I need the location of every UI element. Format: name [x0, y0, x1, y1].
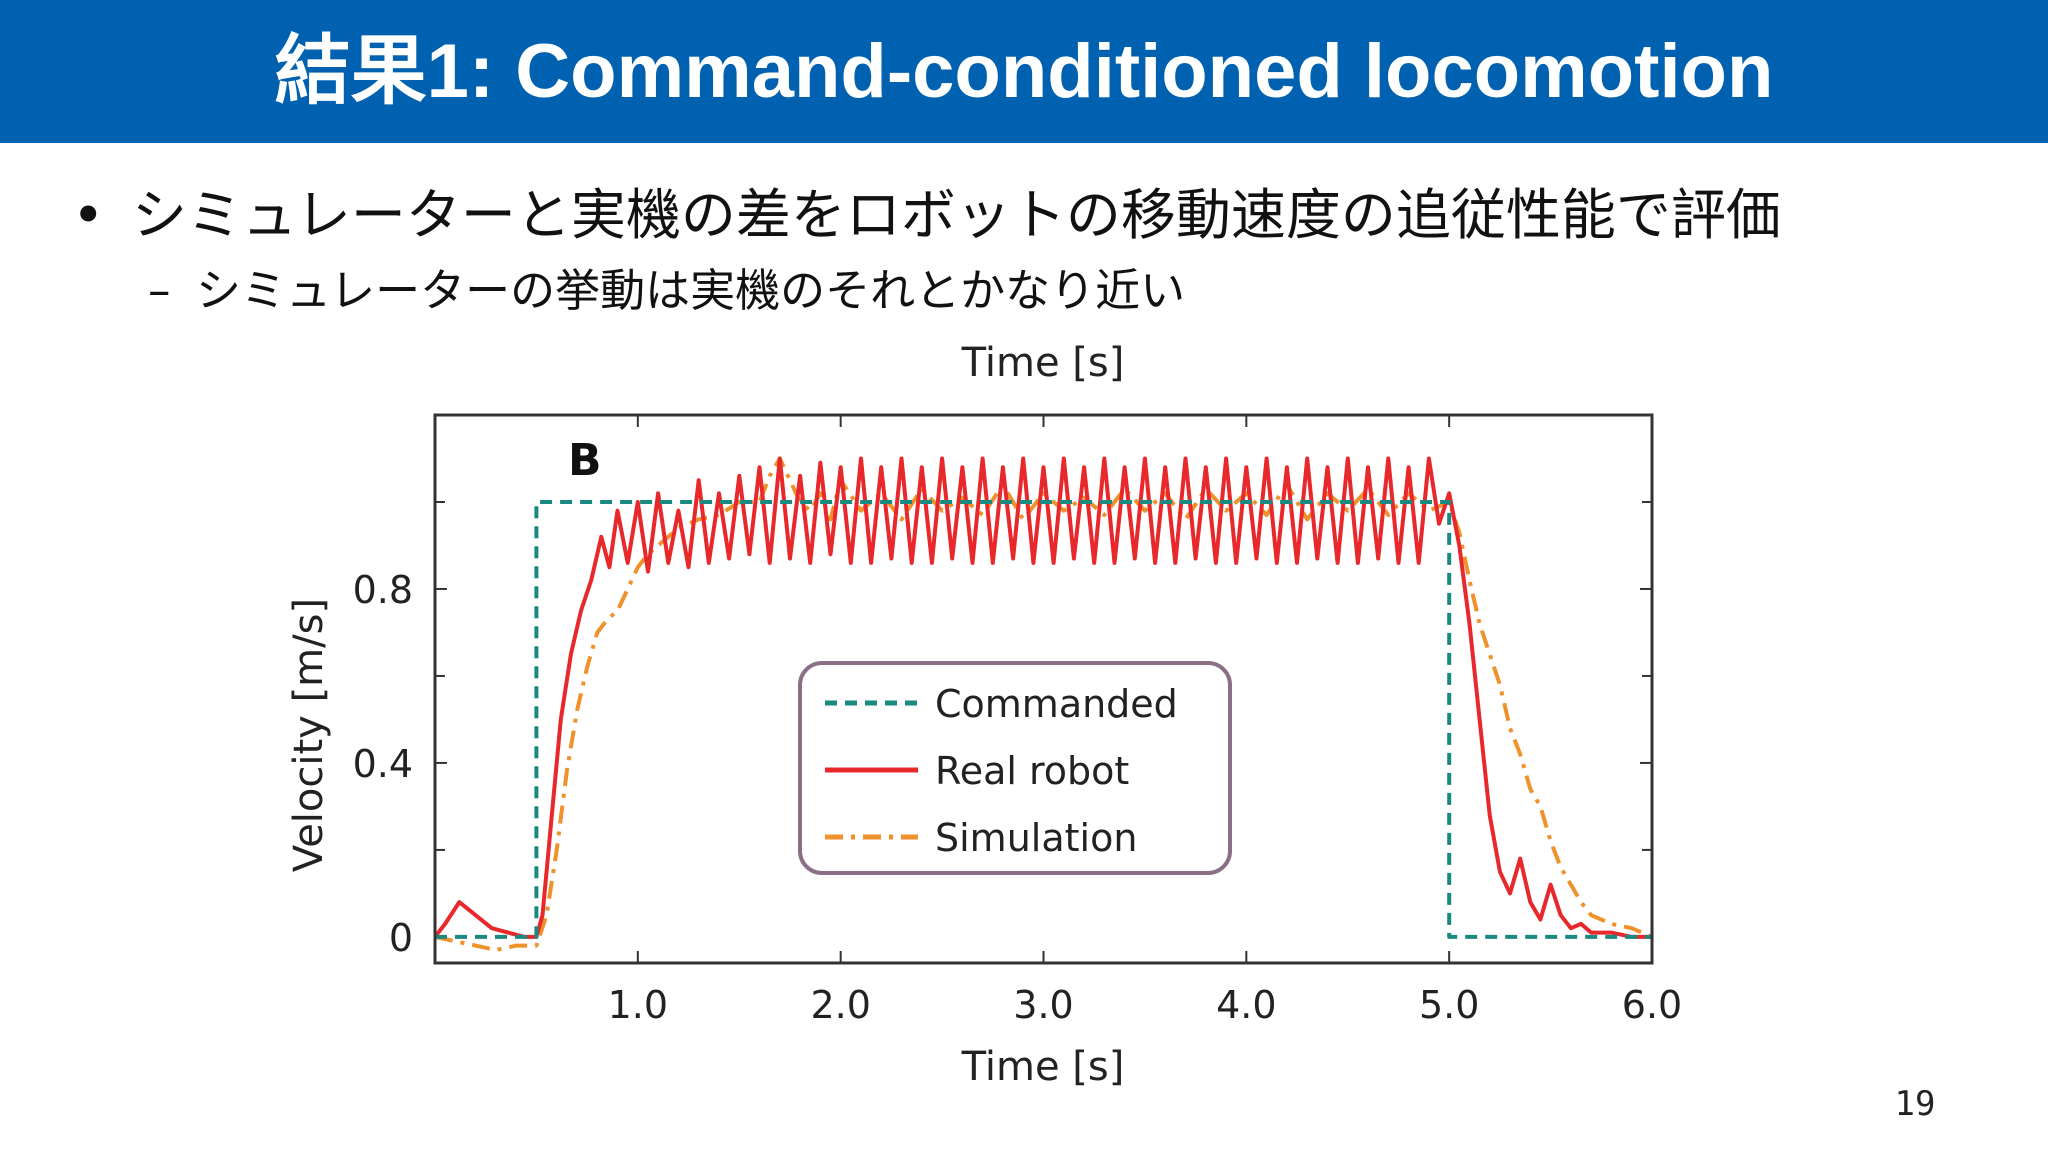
axis-ticks: 1.0 2.0 3.0 4.0 5.0 6.0 0 0.4 0.8: [353, 415, 1682, 1027]
sub-bullet-item: – シミュレーターの挙動は実機のそれとかなり近い: [148, 262, 1185, 320]
y-tick-label: 0.4: [353, 742, 413, 786]
plot-frame: [433, 413, 1654, 965]
sub-bullet-text: シミュレーターの挙動は実機のそれとかなり近い: [196, 264, 1186, 317]
y-axis-label: Velocity [m/s]: [286, 598, 332, 872]
x-tick-label: 2.0: [810, 983, 870, 1027]
legend: Commanded Real robot Simulation: [798, 661, 1232, 875]
bullet-marker: •: [72, 183, 105, 247]
series-line-commanded: [435, 500, 1652, 939]
x-tick-label: 1.0: [608, 983, 668, 1027]
x-tick-label: 4.0: [1216, 983, 1276, 1027]
title-bar: 結果1: Command-conditioned locomotion: [0, 0, 2048, 143]
slide-title: 結果1: Command-conditioned locomotion: [274, 29, 1774, 114]
chart-title: Time [s]: [961, 340, 1125, 386]
series-line-real-robot: [433, 456, 1652, 939]
bullet-item: • シミュレーターと実機の差をロボットの移動速度の追従性能で評価: [72, 180, 1781, 250]
legend-box: [798, 661, 1232, 875]
legend-label: Simulation: [935, 816, 1137, 860]
x-tick-label: 6.0: [1622, 983, 1682, 1027]
legend-label: Commanded: [935, 682, 1178, 726]
series-layer: [433, 456, 1653, 952]
x-tick-label: 5.0: [1419, 983, 1479, 1027]
bullet-text: シミュレーターと実機の差をロボットの移動速度の追従性能で評価: [132, 183, 1781, 247]
y-tick-label: 0.8: [353, 568, 413, 612]
panel-label: B: [568, 435, 602, 486]
x-axis-label: Time [s]: [961, 1044, 1125, 1090]
x-tick-label: 3.0: [1013, 983, 1073, 1027]
sub-bullet-marker: –: [148, 264, 171, 317]
page-number: 19: [1894, 1084, 1936, 1124]
y-tick-label: 0: [389, 916, 413, 960]
legend-label: Real robot: [935, 749, 1129, 793]
